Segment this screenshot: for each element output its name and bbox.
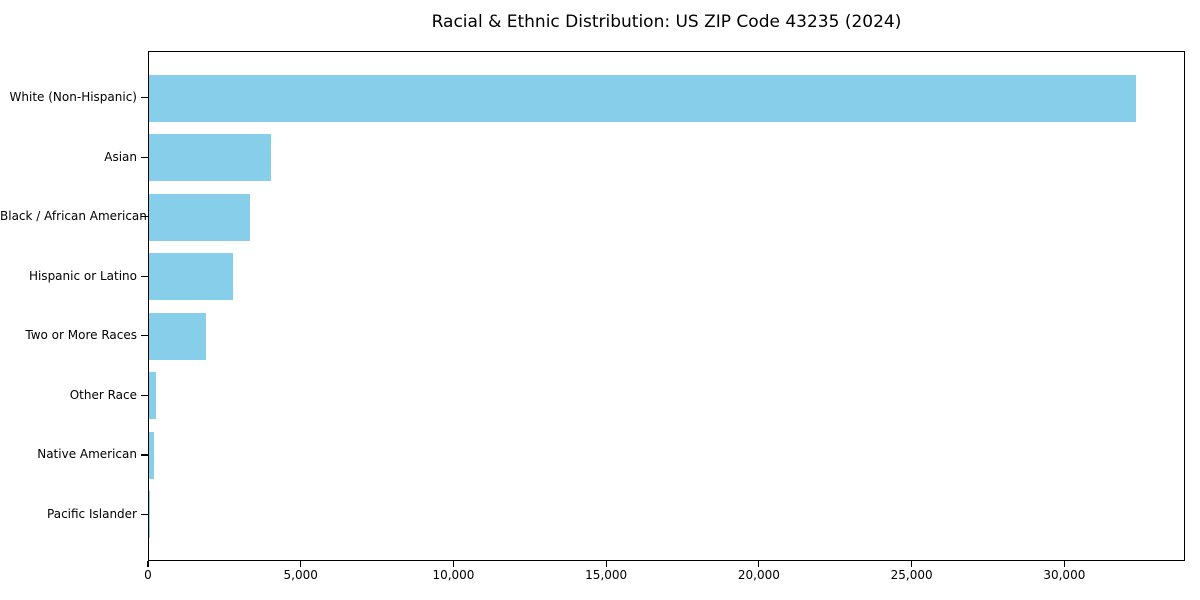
y-tick-mark [141, 513, 148, 516]
y-tick-mark [141, 275, 148, 277]
x-tick-label: 10,000 [432, 568, 475, 582]
x-tick-label: 25,000 [890, 568, 933, 582]
y-tick-mark [141, 97, 148, 99]
x-tick-mark [1063, 561, 1065, 567]
x-tick-mark [758, 561, 760, 567]
x-tick-mark [147, 561, 149, 567]
y-tick-label: Other Race [69, 387, 137, 402]
y-tick-label: Pacific Islander [47, 506, 137, 521]
y-tick-mark [141, 216, 148, 218]
y-tick-mark [141, 394, 148, 397]
bar [149, 372, 156, 420]
y-tick-label: Asian [104, 149, 137, 164]
bar [149, 431, 155, 479]
y-tick-mark [141, 454, 148, 456]
y-tick-label: White (Non-Hispanic) [9, 90, 137, 104]
bar [149, 134, 271, 182]
y-tick-label: Hispanic or Latino [28, 268, 137, 283]
x-tick-label: 20,000 [737, 568, 780, 582]
y-tick-mark [141, 335, 148, 337]
y-tick-mark [141, 156, 148, 158]
plot-area [148, 51, 1185, 561]
x-tick-label: 15,000 [585, 568, 628, 582]
x-tick-label: 0 [144, 568, 152, 582]
y-tick-label: Native American [37, 447, 137, 462]
x-tick-label: 5,000 [283, 568, 318, 582]
x-tick-label: 30,000 [1043, 568, 1086, 582]
chart-title: Racial & Ethnic Distribution: US ZIP Cod… [431, 12, 902, 32]
bar [149, 253, 234, 301]
bar [149, 312, 207, 360]
bar [149, 193, 251, 241]
x-tick-mark [452, 561, 455, 567]
x-tick-mark [300, 561, 302, 567]
x-tick-mark [911, 561, 913, 567]
y-tick-label: Two or More Races [25, 328, 137, 343]
bar [149, 74, 1136, 122]
x-tick-mark [605, 561, 607, 567]
y-tick-label: Black / African American [0, 209, 147, 224]
bar [149, 491, 150, 539]
